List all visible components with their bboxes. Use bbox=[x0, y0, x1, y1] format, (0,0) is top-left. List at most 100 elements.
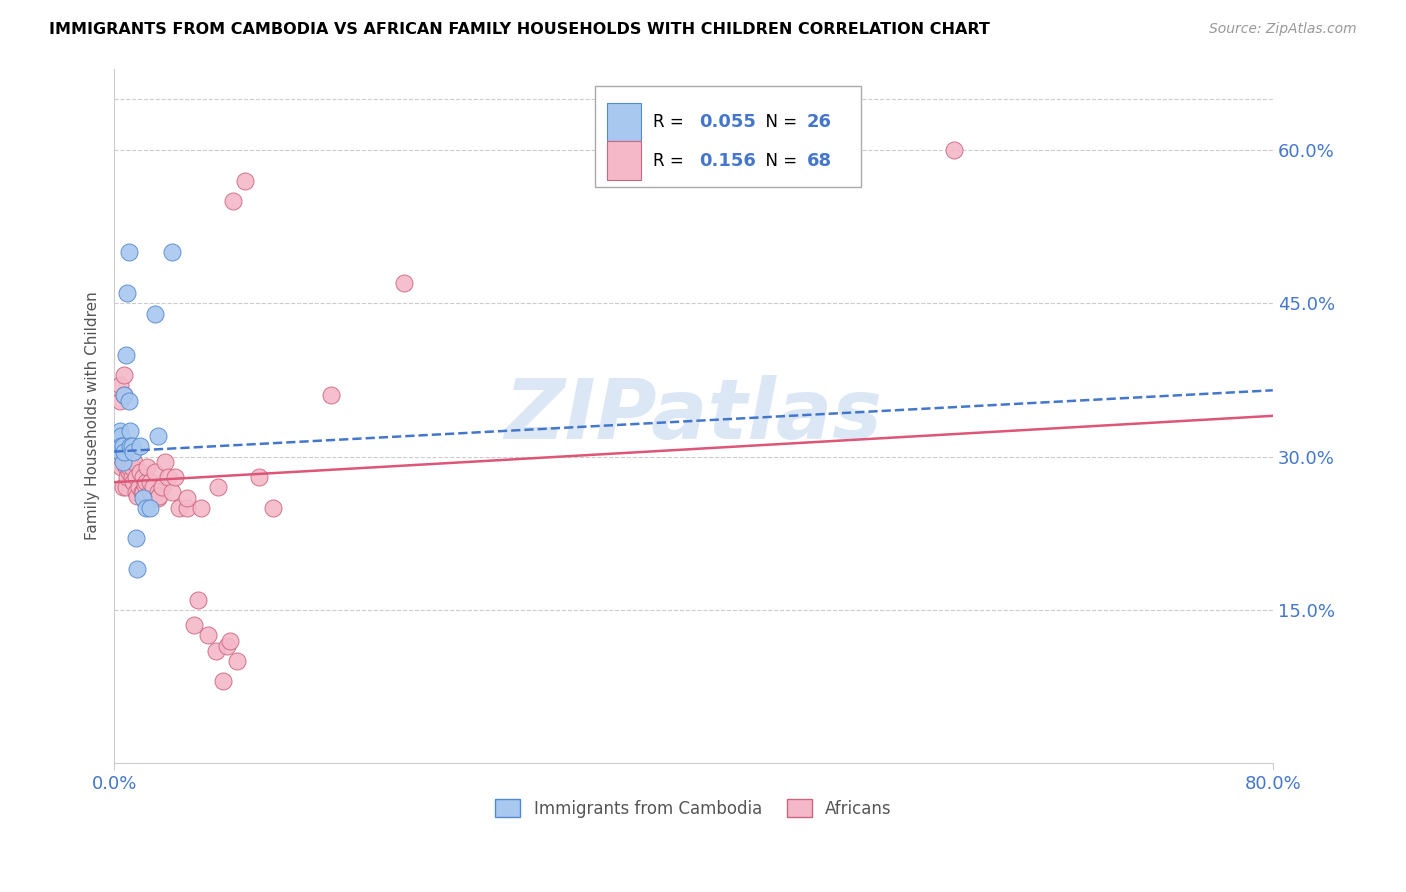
Text: 0.055: 0.055 bbox=[699, 113, 756, 131]
Point bbox=[247, 470, 270, 484]
Point bbox=[129, 465, 152, 479]
Point bbox=[176, 500, 198, 515]
Point bbox=[146, 491, 169, 505]
Point bbox=[110, 429, 132, 443]
Point bbox=[118, 465, 141, 479]
Point bbox=[134, 478, 156, 492]
Point bbox=[107, 455, 129, 469]
Point bbox=[114, 480, 136, 494]
Point bbox=[125, 485, 148, 500]
Point bbox=[143, 465, 166, 479]
Point bbox=[135, 475, 157, 490]
Point bbox=[120, 440, 142, 454]
Point bbox=[131, 485, 153, 500]
Point bbox=[160, 245, 183, 260]
Point bbox=[211, 674, 233, 689]
Point bbox=[111, 480, 134, 494]
Point bbox=[226, 654, 249, 668]
Text: 68: 68 bbox=[807, 152, 832, 169]
Text: 26: 26 bbox=[807, 113, 832, 131]
Text: ZIPatlas: ZIPatlas bbox=[505, 376, 883, 457]
Point bbox=[139, 500, 162, 515]
FancyBboxPatch shape bbox=[606, 103, 641, 142]
Text: R =: R = bbox=[652, 152, 689, 169]
Point bbox=[321, 388, 343, 402]
Point bbox=[233, 174, 256, 188]
Point bbox=[120, 424, 142, 438]
Point bbox=[146, 429, 169, 443]
Text: 0.156: 0.156 bbox=[699, 152, 756, 169]
Point bbox=[120, 440, 142, 454]
Point bbox=[110, 440, 132, 454]
Y-axis label: Family Households with Children: Family Households with Children bbox=[86, 292, 100, 541]
Point bbox=[121, 459, 143, 474]
Text: Source: ZipAtlas.com: Source: ZipAtlas.com bbox=[1209, 22, 1357, 37]
Point bbox=[108, 444, 131, 458]
Point bbox=[207, 480, 229, 494]
Point bbox=[112, 368, 135, 382]
Point bbox=[132, 470, 155, 484]
Point bbox=[150, 480, 173, 494]
Point bbox=[160, 485, 183, 500]
Point bbox=[156, 470, 179, 484]
Point bbox=[125, 532, 148, 546]
Point bbox=[169, 500, 191, 515]
Point bbox=[142, 480, 165, 494]
Point bbox=[121, 440, 143, 454]
Legend: Immigrants from Cambodia, Africans: Immigrants from Cambodia, Africans bbox=[488, 793, 898, 824]
Point bbox=[124, 455, 146, 469]
Point bbox=[943, 143, 966, 157]
Point bbox=[141, 491, 163, 505]
Point bbox=[110, 429, 132, 443]
FancyBboxPatch shape bbox=[595, 86, 862, 186]
Point bbox=[197, 628, 219, 642]
Point bbox=[136, 459, 159, 474]
Point bbox=[122, 475, 145, 490]
Point bbox=[114, 455, 136, 469]
Point bbox=[120, 455, 142, 469]
Point bbox=[204, 644, 226, 658]
Point bbox=[111, 440, 134, 454]
Point bbox=[110, 459, 132, 474]
Point bbox=[135, 500, 157, 515]
Text: N =: N = bbox=[755, 113, 803, 131]
Point bbox=[128, 480, 150, 494]
Point bbox=[108, 378, 131, 392]
Point bbox=[392, 276, 415, 290]
Point bbox=[112, 388, 135, 402]
Point bbox=[148, 488, 170, 502]
Point bbox=[114, 459, 136, 474]
Point bbox=[127, 488, 149, 502]
Point bbox=[219, 633, 242, 648]
Point bbox=[153, 455, 176, 469]
Point bbox=[217, 639, 239, 653]
Point bbox=[129, 440, 152, 454]
Point bbox=[263, 500, 285, 515]
Point bbox=[132, 485, 155, 500]
Point bbox=[108, 424, 131, 438]
Point bbox=[190, 500, 212, 515]
Point bbox=[121, 470, 143, 484]
Point bbox=[122, 444, 145, 458]
Point bbox=[110, 444, 132, 458]
Point bbox=[127, 562, 149, 576]
Point bbox=[107, 434, 129, 449]
Point bbox=[112, 388, 135, 402]
Point bbox=[111, 440, 134, 454]
Point bbox=[108, 393, 131, 408]
Point bbox=[115, 286, 138, 301]
Point bbox=[132, 491, 155, 505]
Point bbox=[139, 485, 162, 500]
Point bbox=[118, 393, 141, 408]
Point bbox=[222, 194, 245, 209]
FancyBboxPatch shape bbox=[606, 142, 641, 179]
Point bbox=[163, 470, 186, 484]
Text: N =: N = bbox=[755, 152, 803, 169]
Point bbox=[143, 307, 166, 321]
Point bbox=[139, 475, 162, 490]
Point bbox=[115, 450, 138, 464]
Point bbox=[111, 455, 134, 469]
Point bbox=[187, 592, 209, 607]
Point bbox=[176, 491, 198, 505]
Point bbox=[114, 347, 136, 361]
